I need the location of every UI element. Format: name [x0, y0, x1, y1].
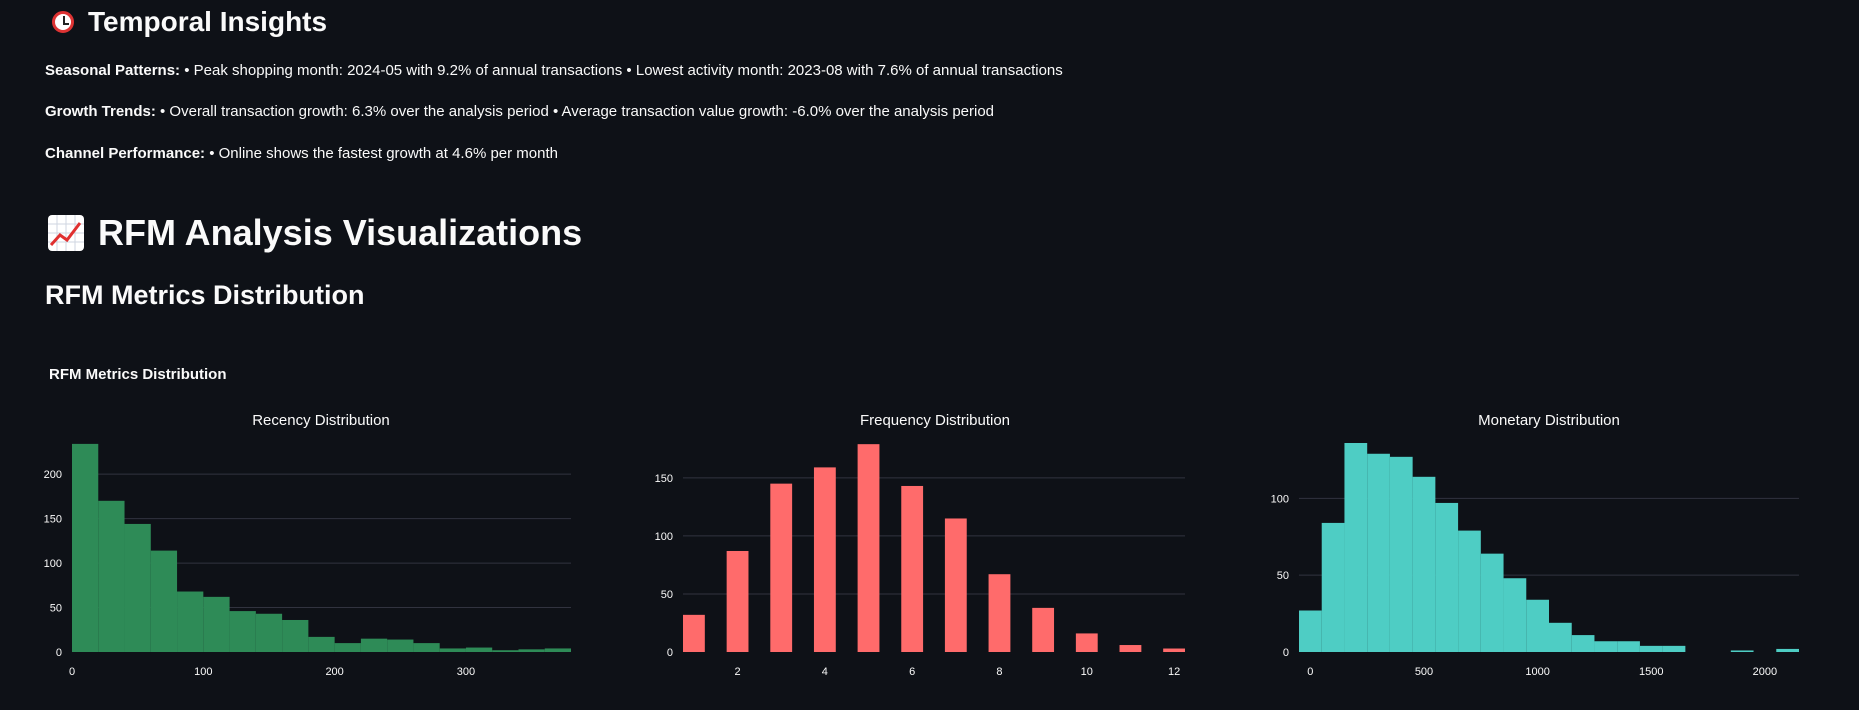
histogram-bar: [857, 444, 880, 652]
histogram-bar: [98, 500, 125, 652]
temporal-insights-heading: Temporal Insights: [48, 6, 327, 38]
y-tick-label: 200: [44, 469, 62, 481]
channel-performance-label: Channel Performance:: [45, 145, 206, 162]
x-tick-label: 2000: [1753, 666, 1777, 678]
growth-trends-label: Growth Trends:: [45, 103, 156, 120]
chart-title: Monetary Distribution: [1478, 412, 1620, 429]
histogram-bar: [282, 619, 309, 652]
x-tick-label: 100: [194, 666, 212, 678]
histogram-bar: [124, 523, 151, 652]
histogram-bar: [1503, 578, 1527, 652]
histogram-bar: [944, 518, 967, 652]
x-tick-label: 4: [822, 666, 828, 678]
histogram-bar: [492, 650, 519, 652]
histogram-bar: [413, 643, 440, 652]
temporal-insights-title: Temporal Insights: [88, 6, 328, 37]
seasonal-patterns-label: Seasonal Patterns:: [45, 62, 181, 79]
chart-title: Recency Distribution: [252, 412, 390, 429]
histogram-bar: [1730, 650, 1754, 652]
histogram-bar: [360, 638, 388, 652]
x-tick-label: 0: [69, 666, 75, 678]
histogram-bar: [1299, 610, 1322, 652]
y-tick-label: 0: [1283, 647, 1289, 659]
histogram-bar: [229, 611, 256, 652]
histogram-bar: [203, 596, 230, 652]
histogram-bar: [1639, 645, 1663, 652]
alarm-clock-icon: [48, 7, 78, 37]
histogram-bar: [1075, 633, 1098, 652]
chart-increasing-icon: [48, 215, 84, 251]
histogram-bar: [387, 639, 414, 652]
growth-trends-line: Growth Trends: • Overall transaction gro…: [45, 103, 994, 120]
histogram-bar: [683, 614, 705, 652]
histogram-bar: [1344, 443, 1368, 652]
y-tick-label: 0: [56, 647, 62, 659]
x-tick-label: 8: [996, 666, 1002, 678]
channel-performance-text: • Online shows the fastest growth at 4.6…: [205, 145, 558, 162]
histogram-bar: [72, 443, 99, 652]
figure-title: RFM Metrics Distribution: [49, 366, 227, 383]
histogram-bar: [177, 591, 204, 652]
y-tick-label: 100: [44, 558, 62, 570]
histogram-bar: [1389, 456, 1413, 652]
x-tick-label: 2: [735, 666, 741, 678]
histogram-bar: [518, 649, 545, 652]
x-tick-label: 0: [1307, 666, 1313, 678]
chart-title: Frequency Distribution: [860, 412, 1010, 429]
histogram-bar: [334, 643, 361, 652]
x-tick-label: 6: [909, 666, 915, 678]
histogram-bar: [308, 636, 335, 652]
seasonal-patterns-text: • Peak shopping month: 2024-05 with 9.2%…: [180, 62, 1063, 79]
histogram-bar: [1480, 553, 1504, 652]
histogram-bar: [1594, 641, 1618, 652]
histogram-bar: [1435, 502, 1459, 652]
histogram-bar: [1776, 648, 1799, 652]
y-tick-label: 50: [661, 589, 673, 601]
x-tick-label: 300: [457, 666, 475, 678]
channel-performance-line: Channel Performance: • Online shows the …: [45, 145, 558, 162]
histogram-bar: [1321, 522, 1345, 652]
y-tick-label: 50: [50, 603, 62, 615]
x-tick-label: 12: [1168, 666, 1180, 678]
histogram-bar: [1617, 641, 1640, 652]
x-tick-label: 500: [1415, 666, 1433, 678]
y-tick-label: 100: [655, 531, 673, 543]
histogram-bar: [726, 550, 749, 652]
histogram-bar: [770, 483, 793, 652]
x-tick-label: 200: [325, 666, 343, 678]
histogram-bar: [465, 647, 493, 652]
histogram-bar: [1032, 607, 1055, 652]
rfm-heading: RFM Analysis Visualizations: [48, 212, 582, 254]
y-tick-label: 0: [667, 647, 673, 659]
histogram-bar: [901, 485, 924, 652]
x-tick-label: 1000: [1525, 666, 1549, 678]
y-tick-label: 150: [44, 514, 62, 526]
histogram-bar: [1412, 476, 1436, 652]
histogram-bar: [544, 648, 571, 652]
histogram-bar: [1549, 622, 1572, 652]
y-tick-label: 100: [1271, 493, 1289, 505]
rfm-title: RFM Analysis Visualizations: [98, 212, 583, 253]
histogram-bar: [1662, 645, 1686, 652]
histogram-bar: [1119, 645, 1142, 652]
y-tick-label: 50: [1277, 570, 1289, 582]
rfm-subtitle: RFM Metrics Distribution: [45, 280, 365, 310]
histogram-bar: [150, 550, 178, 652]
x-tick-label: 10: [1081, 666, 1093, 678]
histogram-bar: [1458, 530, 1481, 652]
seasonal-patterns-line: Seasonal Patterns: • Peak shopping month…: [45, 62, 1063, 79]
histogram-bar: [1526, 599, 1549, 652]
histogram-bar: [1571, 635, 1595, 652]
histogram-bar: [988, 574, 1011, 652]
histogram-bar: [1163, 648, 1185, 652]
histogram-bar: [1367, 453, 1390, 652]
x-tick-label: 1500: [1639, 666, 1663, 678]
histogram-bar: [813, 467, 836, 652]
histogram-bar: [255, 613, 283, 652]
histogram-bar: [439, 648, 466, 652]
growth-trends-text: • Overall transaction growth: 6.3% over …: [155, 103, 995, 120]
y-tick-label: 150: [655, 473, 673, 485]
